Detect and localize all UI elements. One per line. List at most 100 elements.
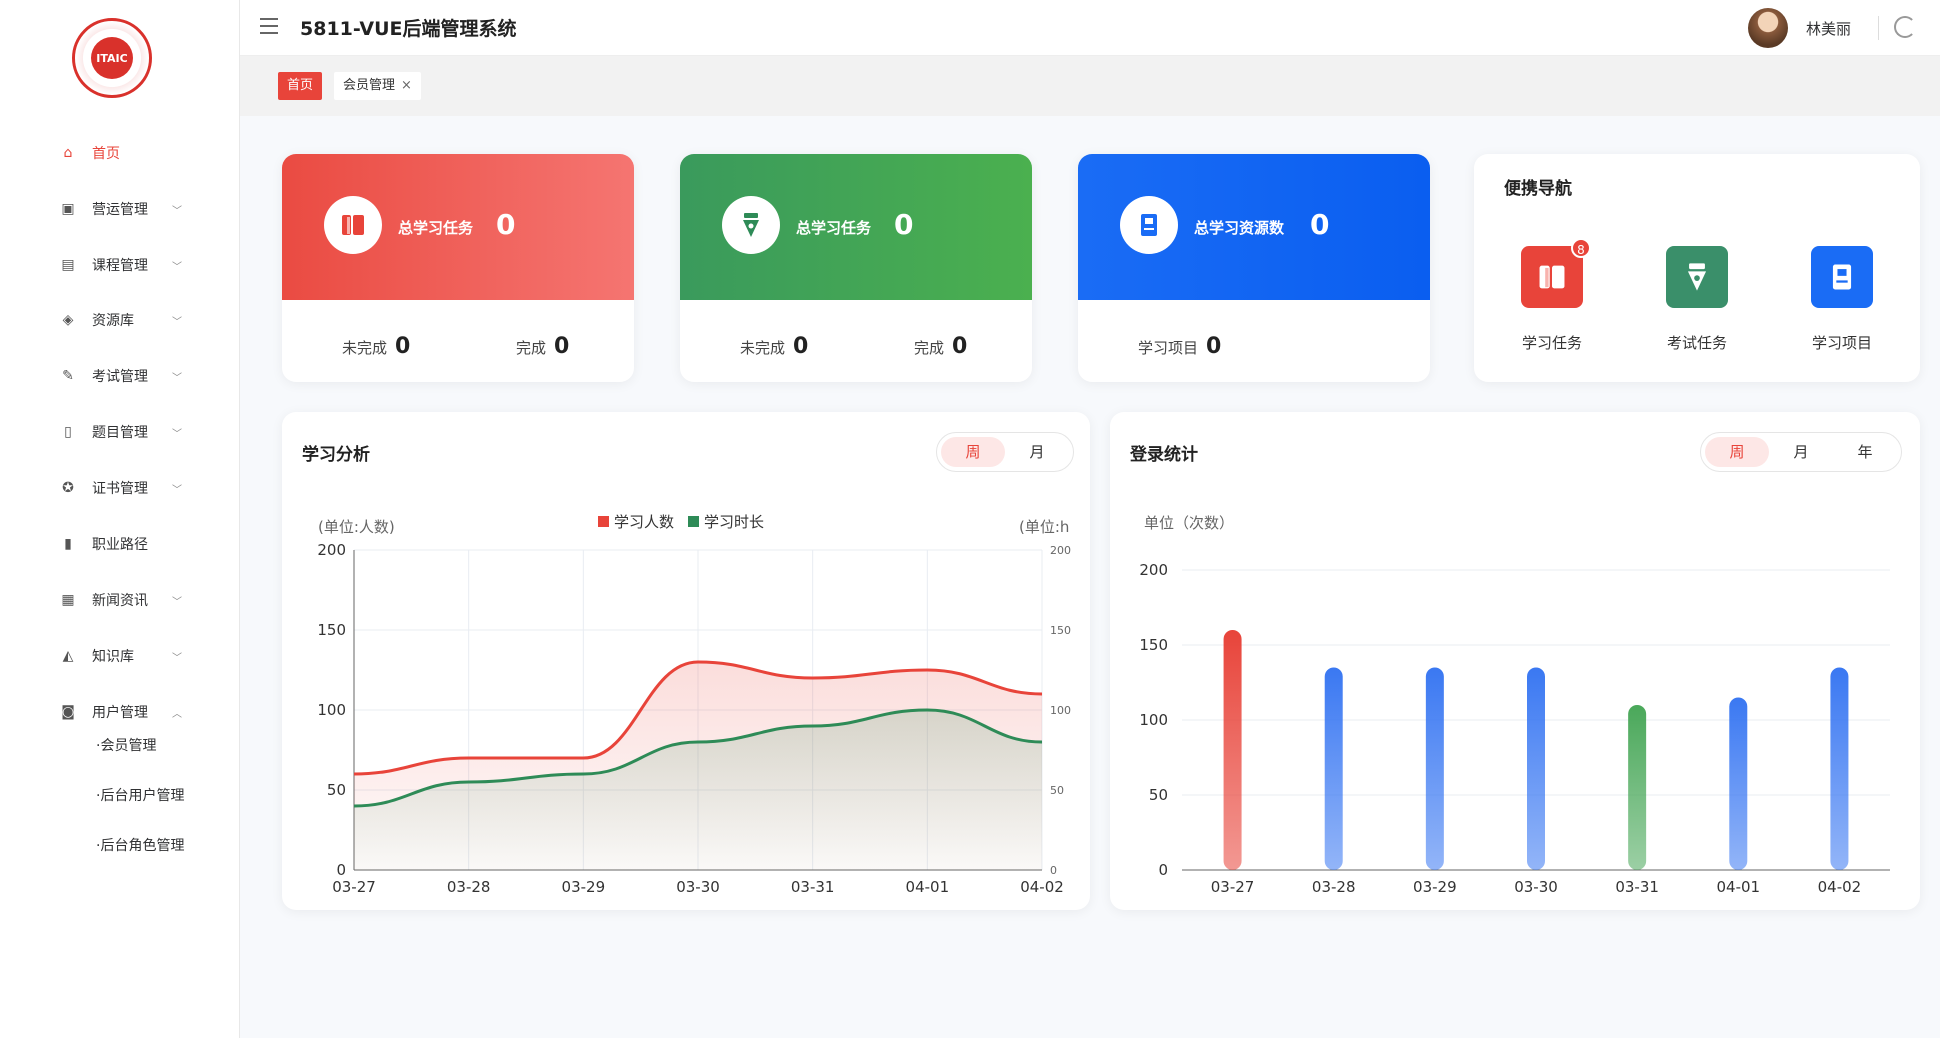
y2-tick-label: 100 xyxy=(1050,704,1071,717)
stat-title: 总学习任务 xyxy=(398,219,474,237)
toggle-week[interactable]: 周 xyxy=(941,437,1005,467)
toggle-month[interactable]: 月 xyxy=(1793,443,1809,461)
x-tick-label: 04-02 xyxy=(1020,878,1064,896)
y-tick-label: 150 xyxy=(1139,636,1168,654)
pen-nib-icon xyxy=(722,196,780,254)
x-tick-label: 04-02 xyxy=(1818,878,1862,896)
toggle-year[interactable]: 年 xyxy=(1857,443,1873,461)
username[interactable]: 林美丽 xyxy=(1806,20,1852,38)
quick-nav-title: 便携导航 xyxy=(1504,179,1572,199)
stat-title: 总学习任务 xyxy=(796,219,872,237)
bar xyxy=(1729,697,1748,870)
chevron-up-icon[interactable]: ︿ xyxy=(172,708,182,720)
chevron-down-icon[interactable]: ﹀ xyxy=(172,428,182,440)
stat-card-tasks: 总学习任务 0 未完成 0 完成 0 xyxy=(282,154,634,382)
legend-swatch xyxy=(598,516,609,527)
sidebar-subitem-2[interactable]: ·后台角色管理 xyxy=(96,838,185,854)
menu-toggle-icon[interactable] xyxy=(260,18,278,34)
y2-tick-label: 200 xyxy=(1050,544,1071,557)
sidebar-subitem-1[interactable]: ·后台用户管理 xyxy=(96,788,185,804)
x-tick-label: 03-29 xyxy=(1413,878,1457,896)
close-icon[interactable]: × xyxy=(401,78,412,93)
stat-value: 0 xyxy=(1310,208,1330,241)
x-tick-label: 03-30 xyxy=(676,878,720,896)
y-axis-label: (单位:人数) xyxy=(318,518,395,536)
sidebar-item-1[interactable]: ▣ 营运管理 ﹀ xyxy=(0,194,240,224)
stat-card-tasks-2: 总学习任务 0 未完成 0 完成 0 xyxy=(680,154,1032,382)
chevron-down-icon[interactable]: ﹀ xyxy=(172,652,182,664)
quick-nav-label: 学习任务 xyxy=(1521,334,1582,352)
quick-nav-item-study-project[interactable]: 学习项目 xyxy=(1802,246,1882,353)
topbar: 5811-VUE后端管理系统 林美丽 xyxy=(240,0,1940,56)
bar xyxy=(1527,667,1545,870)
chevron-down-icon[interactable]: ﹀ xyxy=(172,372,182,384)
document-icon xyxy=(1120,196,1178,254)
quick-nav-item-exam-task[interactable]: 考试任务 xyxy=(1657,246,1737,353)
sidebar-item-9[interactable]: ◭ 知识库 ﹀ xyxy=(0,641,240,671)
y-axis-label: 单位（次数） xyxy=(1144,514,1234,532)
y2-axis-label: (单位:h xyxy=(1019,518,1069,536)
series-area xyxy=(354,710,1042,870)
tag-home[interactable]: 首页 xyxy=(278,72,323,100)
tag-member-label: 会员管理 xyxy=(343,78,396,93)
logout-icon[interactable] xyxy=(1894,16,1916,38)
chevron-down-icon[interactable]: ﹀ xyxy=(172,484,182,496)
sidebar-item-4[interactable]: ✎ 考试管理 ﹀ xyxy=(0,361,240,391)
sidebar-item-8[interactable]: ▦ 新闻资讯 ﹀ xyxy=(0,585,240,615)
news-icon: ▦ xyxy=(61,592,75,608)
stat-foot-complete: 完成 0 xyxy=(516,334,569,359)
bar xyxy=(1223,630,1242,870)
quick-nav-item-study-task[interactable]: 8 学习任务 xyxy=(1512,238,1592,353)
x-tick-label: 04-01 xyxy=(1716,878,1760,896)
book-open-icon: 8 xyxy=(1521,238,1591,308)
bar xyxy=(1830,667,1849,870)
tag-member[interactable]: 会员管理 × xyxy=(334,72,421,100)
sidebar-item-label: 课程管理 xyxy=(92,258,148,274)
y-tick-label: 50 xyxy=(1149,786,1168,804)
sidebar-item-10[interactable]: ◙ 用户管理 ︿ xyxy=(0,697,240,727)
sidebar-item-5[interactable]: ▯ 题目管理 ﹀ xyxy=(0,417,240,447)
sidebar-item-2[interactable]: ▤ 课程管理 ﹀ xyxy=(0,250,240,280)
bookmark-icon: ▯ xyxy=(64,424,72,440)
chevron-down-icon[interactable]: ﹀ xyxy=(172,205,182,217)
sidebar-subitem-0[interactable]: ·会员管理 xyxy=(96,738,157,754)
y-tick-label: 50 xyxy=(327,781,346,799)
sidebar-item-label: 营运管理 xyxy=(92,202,148,218)
x-tick-label: 03-30 xyxy=(1514,878,1558,896)
toggle-month[interactable]: 月 xyxy=(1029,443,1045,461)
stat-foot-label: 未完成 xyxy=(342,339,388,357)
login-stats-panel: 登录统计 周 月 年 单位（次数） 0 50 100 150 200 03-27 03-28 0… xyxy=(1110,412,1920,910)
quick-nav-label: 考试任务 xyxy=(1666,334,1727,352)
study-analysis-panel: 学习分析 周 月 0 0 50 50 100 100 150 150 200 200 03-27 03… xyxy=(282,412,1090,910)
tags-bar: 首页 会员管理 × xyxy=(240,56,1940,116)
chevron-down-icon[interactable]: ﹀ xyxy=(172,316,182,328)
chevron-down-icon[interactable]: ﹀ xyxy=(172,261,182,273)
x-tick-label: 03-27 xyxy=(332,878,376,896)
sidebar-item-7[interactable]: ▮ 职业路径 xyxy=(0,529,240,559)
study-line-chart: 0 0 50 50 100 100 150 150 200 200 03-27 03-28 03-29 0… xyxy=(317,513,1071,896)
course-icon: ▤ xyxy=(61,257,75,273)
login-bar-chart: 单位（次数） 0 50 100 150 200 03-27 03-28 03-29 03-30 03… xyxy=(1139,514,1890,896)
sidebar-item-label: 知识库 xyxy=(92,649,134,665)
stat-value: 0 xyxy=(894,208,914,241)
y-tick-label: 200 xyxy=(317,541,346,559)
panel-title: 学习分析 xyxy=(302,445,370,465)
book-open-icon xyxy=(324,196,382,254)
sidebar-item-6[interactable]: ✪ 证书管理 ﹀ xyxy=(0,473,240,503)
avatar[interactable] xyxy=(1748,8,1788,48)
stat-title: 总学习资源数 xyxy=(1194,219,1285,237)
x-tick-label: 04-01 xyxy=(906,878,950,896)
toggle-week[interactable]: 周 xyxy=(1705,437,1769,467)
sidebar-item-label: 职业路径 xyxy=(92,537,148,553)
y-tick-label: 100 xyxy=(317,701,346,719)
sidebar-item-0[interactable]: ⌂ 首页 xyxy=(0,138,240,168)
chevron-down-icon[interactable]: ﹀ xyxy=(172,596,182,608)
y-tick-label: 150 xyxy=(317,621,346,639)
y-tick-label: 200 xyxy=(1139,561,1168,579)
stat-foot-value: 0 xyxy=(1206,334,1222,359)
sidebar: ITAIC ⌂ 首页 ▣ 营运管理 ﹀ ▤ 课程管理 ﹀ ◈ 资源库 ﹀ ✎ 考试管理 ﹀ ▯ 题目管理 ﹀ ✪ 证… xyxy=(0,0,240,1038)
sidebar-item-label: 考试管理 xyxy=(92,369,148,385)
stat-foot-label: 完成 xyxy=(914,339,945,357)
sidebar-item-3[interactable]: ◈ 资源库 ﹀ xyxy=(0,305,240,335)
y2-tick-label: 0 xyxy=(1050,864,1057,877)
